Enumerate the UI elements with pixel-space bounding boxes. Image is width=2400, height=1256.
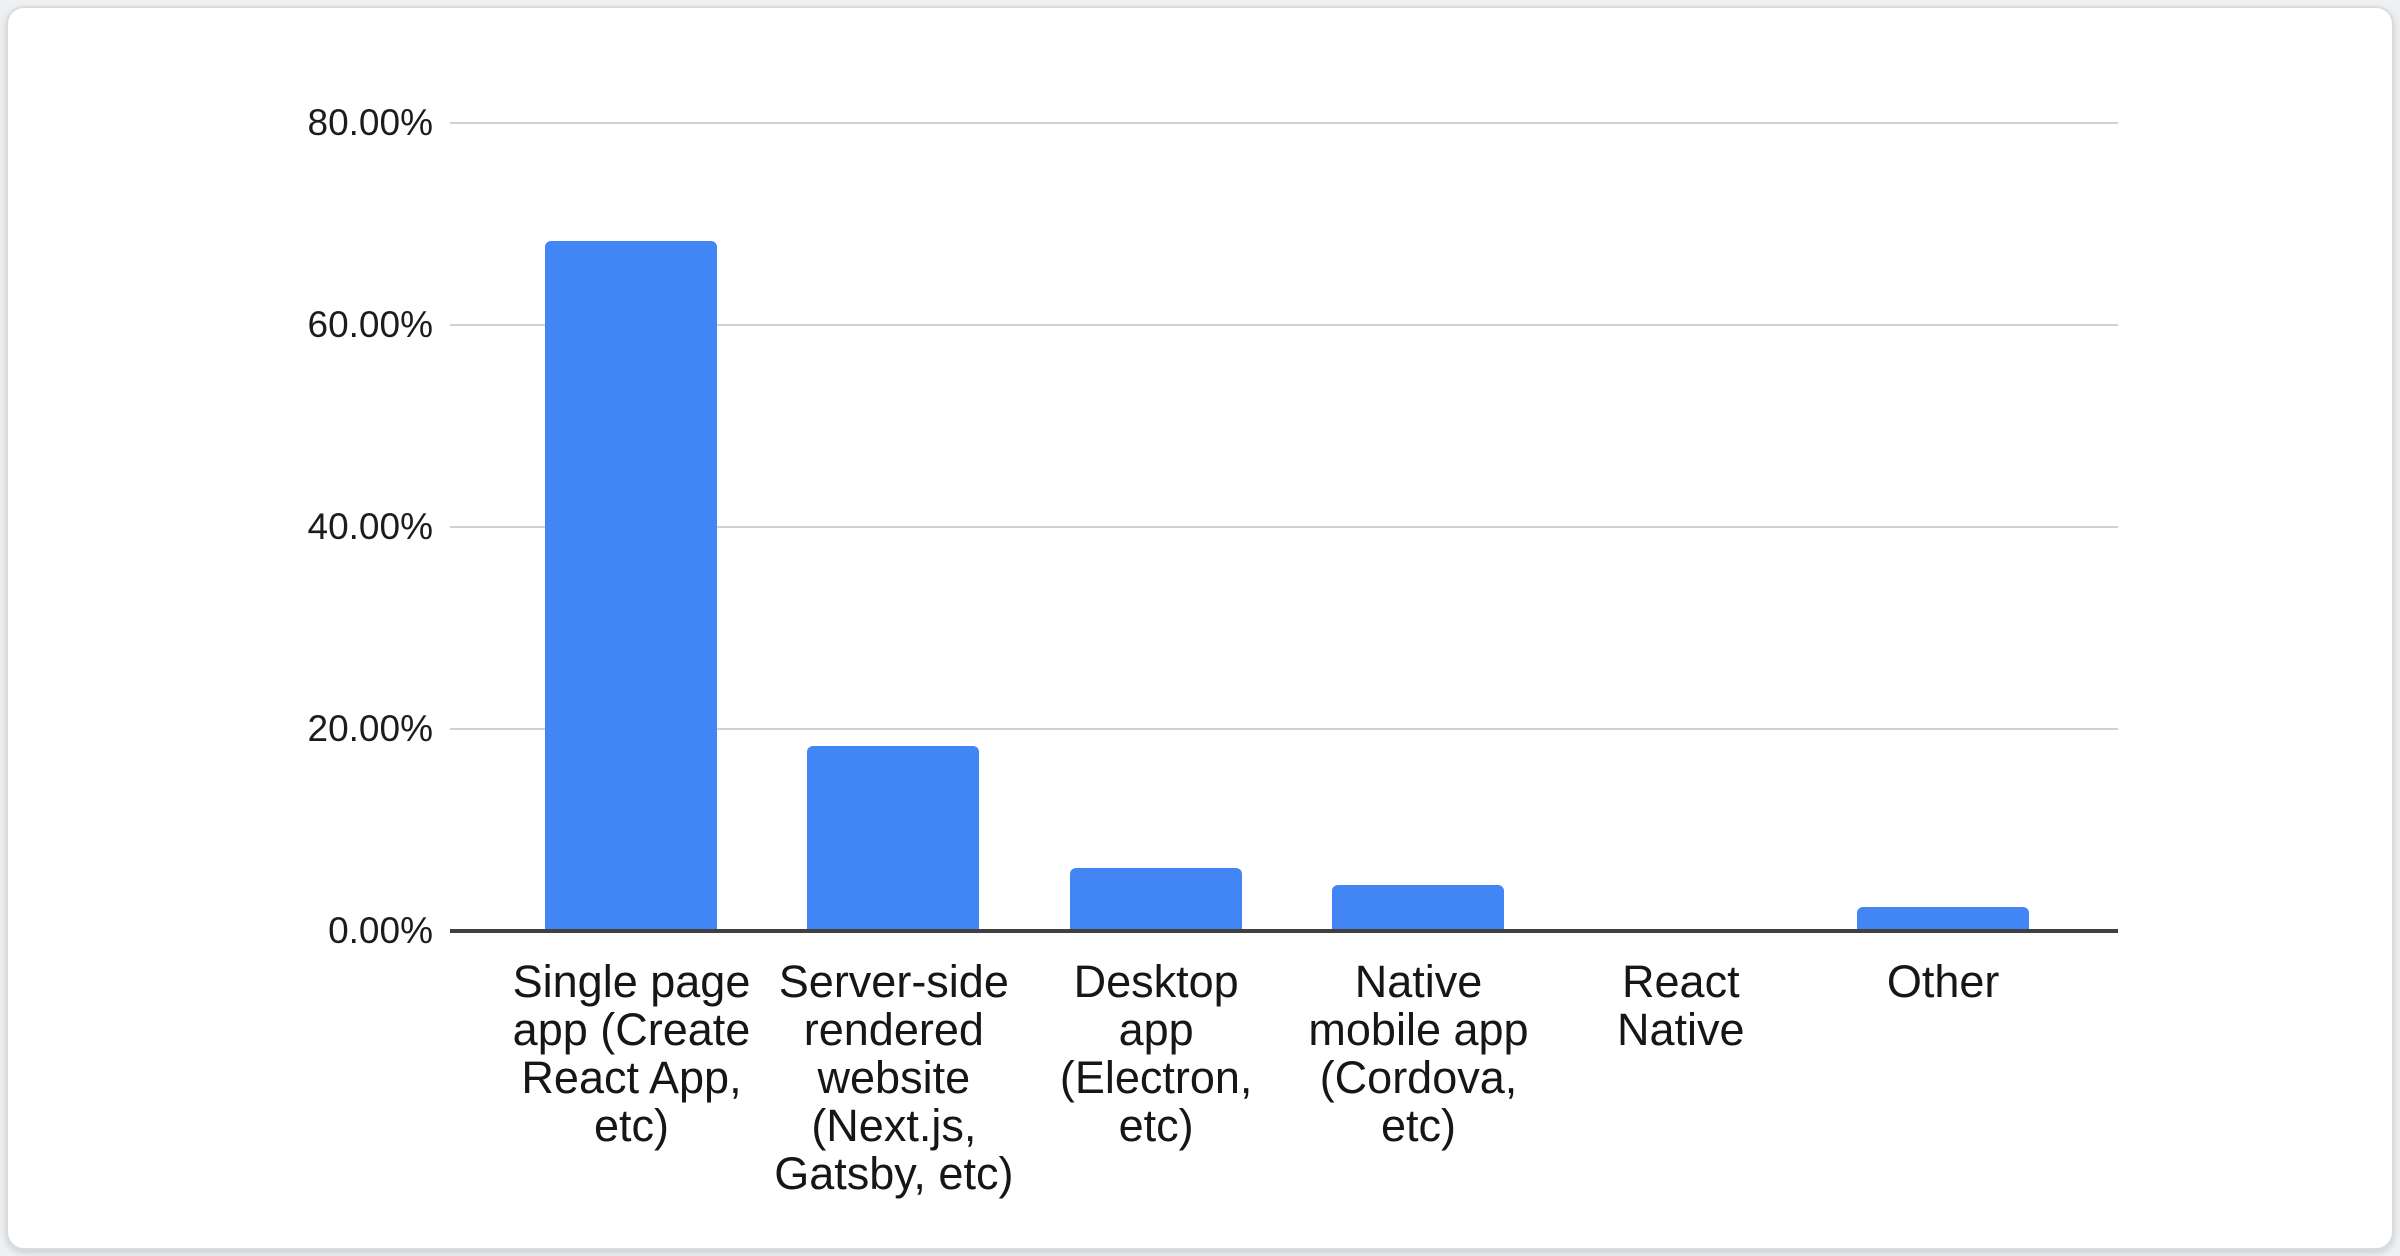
gridline [450,122,2118,124]
bar-3 [1069,868,1242,931]
y-tick-label: 60.00% [307,304,434,345]
bar-2 [807,746,980,931]
gridline [450,728,2118,730]
x-category-label: Native mobile app (Cordova, etc) [1308,956,1529,1151]
bar-4 [1332,884,1505,931]
x-category-label: Server-side rendered website (Next.js, G… [774,956,1014,1199]
y-tick-label: 40.00% [307,506,434,547]
bar-1 [545,241,718,931]
y-tick-label: 0.00% [328,910,433,951]
x-category-label: Desktop app (Electron, etc) [1059,956,1253,1151]
y-tick-label: 80.00% [307,102,434,143]
y-tick-label: 20.00% [307,708,434,749]
gridline [450,526,2118,528]
x-category-label: Other [1886,956,2000,1007]
x-category-label: Single page app (Create React App, etc) [512,956,751,1151]
x-category-label: React Native [1617,956,1745,1055]
chart-card: 80.00% 60.00% 40.00% 20.00% 0.00% Single page… [6,6,2394,1250]
bar-6 [1856,906,2029,931]
bar-chart: 80.00% 60.00% 40.00% 20.00% 0.00% Single page… [8,8,2392,1248]
x-axis-line [450,929,2118,933]
gridline [450,324,2118,326]
